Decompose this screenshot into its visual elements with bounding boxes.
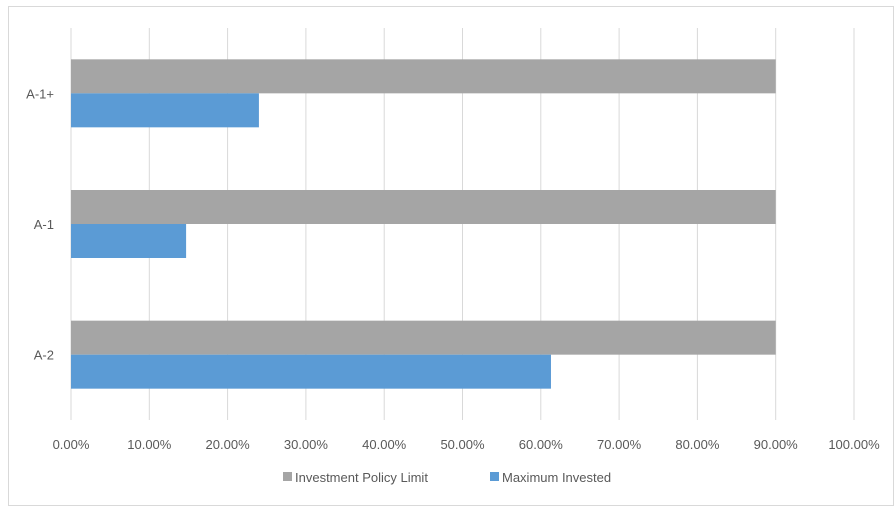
bar-maximum-invested-a1 xyxy=(71,93,259,128)
x-tick-label-5: 50.00% xyxy=(440,437,485,452)
x-tick-label-4: 40.00% xyxy=(362,437,407,452)
bar-maximum-invested-a1 xyxy=(71,224,187,258)
bar-investment-policy-limit-a2 xyxy=(71,320,776,355)
category-label-1: A-1 xyxy=(34,217,54,232)
x-tick-label-0: 0.00% xyxy=(53,437,90,452)
bars xyxy=(71,59,776,389)
x-tick-label-10: 100.00% xyxy=(828,437,880,452)
legend-swatch-0 xyxy=(283,472,292,481)
bar-investment-policy-limit-a1 xyxy=(71,59,776,94)
category-labels: A-1+ A-1 A-2 xyxy=(26,86,54,362)
x-tick-label-3: 30.00% xyxy=(284,437,329,452)
x-tick-label-1: 10.00% xyxy=(127,437,172,452)
legend-label-0: Investment Policy Limit xyxy=(295,470,428,485)
x-tick-label-9: 90.00% xyxy=(754,437,799,452)
category-label-2: A-2 xyxy=(34,348,54,363)
bar-maximum-invested-a2 xyxy=(71,354,551,389)
x-axis-tick-labels: 0.00% 10.00% 20.00% 30.00% 40.00% 50.00% 60.00… xyxy=(53,437,881,452)
x-tick-label-2: 20.00% xyxy=(206,437,251,452)
category-label-0: A-1+ xyxy=(26,86,54,101)
legend-label-1: Maximum Invested xyxy=(502,470,611,485)
legend-swatch-1 xyxy=(490,472,499,481)
bar-investment-policy-limit-a1 xyxy=(71,190,776,224)
x-tick-label-8: 80.00% xyxy=(675,437,720,452)
legend: Investment Policy Limit Maximum Invested xyxy=(283,470,611,485)
x-tick-label-7: 70.00% xyxy=(597,437,642,452)
x-tick-label-6: 60.00% xyxy=(519,437,564,452)
